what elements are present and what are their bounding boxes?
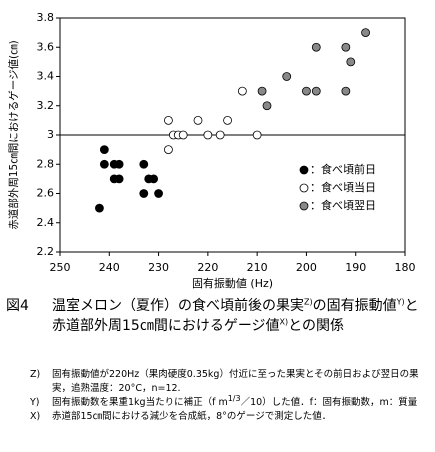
point (178, 130, 188, 140)
y-tick-label: 2.6 (37, 187, 55, 200)
y-tick-label: 3 (47, 128, 54, 141)
point (203, 130, 213, 140)
y-tick-label: 3.6 (37, 40, 55, 53)
note-marker: Z) (30, 369, 41, 380)
point (341, 86, 351, 96)
notes: Z) 固有振動値が220Hz（果肉硬度0.35kg）付近に至った果実とその前日およ… (30, 368, 430, 424)
superscript: X) (279, 317, 289, 327)
point (346, 57, 356, 67)
legend-marker (299, 183, 309, 193)
text-segment: ／10）した値．f：固有振動数，m：質量 (240, 397, 418, 408)
note: Z) 固有振動値が220Hz（果肉硬度0.35kg）付近に至った果実とその前日およ… (30, 368, 430, 396)
text-segment: 固有振動値が220Hz（果肉硬度0.35kg）付近に至った果実とその前日および翌… (52, 369, 419, 394)
point (193, 115, 203, 125)
text-segment: の固有振動値 (312, 298, 397, 314)
text-segment: 固有振動数を果重1kg当たりに補正（f m (52, 397, 228, 408)
point (114, 174, 124, 184)
y-tick-label: 2.2 (37, 245, 55, 258)
superscript: Z) (304, 297, 313, 307)
point (95, 203, 104, 213)
legend-label: ：食べ頃翌日 (310, 198, 376, 212)
y-axis-label: 赤道部外周15㎝間におけるゲージ値(㎝) (7, 40, 20, 229)
x-tick-label: 210 (247, 261, 268, 274)
y-tick-label: 3.2 (37, 99, 55, 112)
x-tick-label: 230 (148, 261, 169, 274)
text-segment: との関係 (288, 318, 345, 334)
point (215, 130, 225, 140)
legend-label: ：食べ頃前日 (310, 162, 376, 176)
x-tick-label: 200 (296, 261, 317, 274)
text-segment: 赤道部15㎝間における減少を合成紙，8°のゲージで測定した値． (52, 411, 332, 422)
point (99, 159, 109, 169)
y-tick-label: 3.4 (37, 70, 55, 83)
point (311, 42, 321, 52)
x-tick-label: 190 (345, 261, 366, 274)
point (223, 115, 232, 125)
y-tick-label: 3.8 (37, 11, 55, 24)
y-tick-label: 2.4 (37, 216, 55, 229)
text-segment: 温室メロン（夏作）の食べ頃前後の果実 (52, 298, 304, 314)
note-text: 固有振動値が220Hz（果肉硬度0.35kg）付近に至った果実とその前日および翌… (52, 368, 430, 396)
point (311, 86, 321, 96)
point (361, 28, 370, 38)
x-axis-label: 固有振動値 (Hz) (192, 276, 273, 290)
point (164, 145, 173, 155)
point (252, 130, 262, 140)
x-tick-label: 250 (50, 261, 71, 274)
point (237, 86, 247, 96)
y-tick-label: 2.8 (37, 157, 55, 170)
note-text: 固有振動数を果重1kg当たりに補正（f m1/3／10）した値．f：固有振動数，… (52, 393, 418, 410)
point (302, 86, 311, 96)
x-tick-label: 220 (197, 261, 218, 274)
point (257, 86, 267, 96)
legend-marker (299, 165, 309, 175)
figure-label: 図4 (6, 298, 29, 314)
point (262, 101, 272, 111)
caption: 図4 温室メロン（夏作）の食べ頃前後の果実Z)の固有振動値Y)と赤道部外周15㎝… (6, 296, 426, 336)
superscript: Y) (396, 297, 405, 307)
point (341, 42, 351, 52)
point (164, 115, 173, 125)
point (114, 159, 124, 169)
chart: 2.2 2.4 2.6 2.8 3 3.2 3.4 3.6 3.8 250 240 230 220 210… (7, 11, 416, 290)
point (139, 159, 149, 169)
point (282, 72, 292, 81)
x-tick-label: 180 (395, 261, 416, 274)
legend-label: ：食べ頃当日 (310, 180, 376, 194)
superscript: 1/3 (227, 393, 241, 403)
note: Y) 固有振動数を果重1kg当たりに補正（f m1/3／10）した値．f：固有振動… (30, 393, 430, 410)
point (149, 174, 159, 184)
legend-marker (299, 201, 309, 211)
caption-text: 温室メロン（夏作）の食べ頃前後の果実Z)の固有振動値Y)と赤道部外周15㎝間にお… (52, 296, 426, 336)
note-text: 赤道部15㎝間における減少を合成紙，8°のゲージで測定した値． (52, 410, 331, 424)
note: X) 赤道部15㎝間における減少を合成紙，8°のゲージで測定した値． (30, 410, 430, 424)
text-segment: と赤道部外周15㎝間におけるゲージ値 (52, 298, 419, 334)
x-tick-label: 240 (99, 261, 120, 274)
point (139, 189, 149, 198)
note-marker: Y) (30, 397, 40, 408)
note-marker: X) (30, 411, 41, 422)
point (99, 145, 109, 155)
point (154, 189, 163, 198)
